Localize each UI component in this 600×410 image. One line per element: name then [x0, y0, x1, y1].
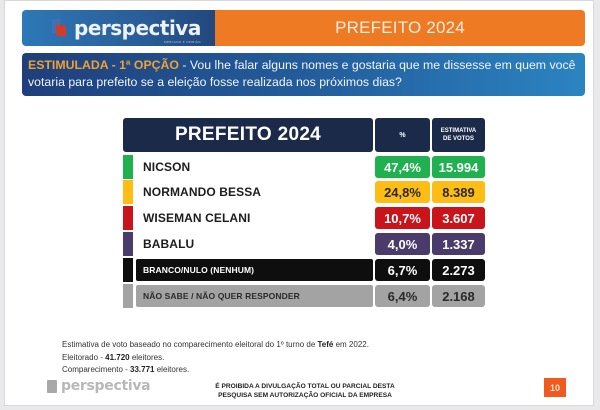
- question-text: - Vou lhe falar alguns nomes e gostaria …: [28, 58, 576, 89]
- column-header-votes-line1: ESTIMATIVA: [440, 128, 477, 134]
- header-bar: perspectiva MERCADO E OPINIÃO PREFEITO 2…: [22, 10, 585, 46]
- eleitorado-label: Eleitorado -: [62, 352, 106, 362]
- note-line-2: Eleitorado - 41.720 eleitores.: [62, 352, 369, 365]
- perspectiva-logo-icon: [47, 379, 57, 393]
- option-bar: BRANCO/NULO (NENHUM): [136, 259, 373, 281]
- city-name: Tefé: [317, 340, 334, 349]
- table-row: NORMANDO BESSA 24,8% 8.389: [123, 180, 485, 204]
- question-banner: ESTIMULADA - 1ª OPÇÃO - Vou lhe falar al…: [22, 53, 585, 96]
- methodology-note: Estimativa de voto baseado no comparecim…: [62, 339, 369, 377]
- votes-cell: 2.273: [432, 259, 485, 281]
- eleitorado-suffix: eleitores.: [129, 352, 165, 362]
- percent-cell: 6,7%: [375, 259, 430, 281]
- page-number: 10: [544, 378, 566, 397]
- candidate-name: BABALU: [143, 237, 195, 251]
- votes-cell: 8.389: [432, 181, 485, 203]
- question-tag: ESTIMULADA - 1ª OPÇÃO: [28, 58, 179, 72]
- note-line-3: Comparecimento - 33.771 eleitores.: [62, 364, 369, 377]
- note-line-1: Estimativa de voto baseado no comparecim…: [62, 339, 369, 352]
- option-bar: NÃO SABE / NÃO QUER RESPONDER: [136, 285, 373, 307]
- brand-logo: perspectiva MERCADO E OPINIÃO: [22, 10, 215, 46]
- brand-text: perspectiva: [74, 16, 201, 40]
- percent-cell: 24,8%: [375, 181, 430, 203]
- comparecimento-label: Comparecimento -: [62, 365, 131, 374]
- column-header-votes: ESTIMATIVA DE VOTOS: [432, 118, 485, 152]
- percent-cell: 4,0%: [375, 233, 430, 255]
- table-row: NICSON 47,4% 15.994: [123, 155, 485, 179]
- table-row: NÃO SABE / NÃO QUER RESPONDER 6,4% 2.168: [123, 284, 485, 308]
- option-name: BRANCO/NULO (NENHUM): [143, 265, 255, 275]
- color-swatch: [123, 258, 133, 282]
- footer-logo: perspectiva: [47, 378, 151, 394]
- disclaimer-line-1: É PROIBIDA A DIVULGAÇÃO TOTAL OU PARCIAL…: [215, 383, 395, 390]
- percent-cell: 10,7%: [375, 207, 430, 229]
- table-row: BRANCO/NULO (NENHUM) 6,7% 2.273: [123, 258, 485, 282]
- color-swatch: [123, 284, 133, 308]
- column-header-percent: %: [375, 118, 430, 152]
- votes-cell: 1.337: [432, 233, 485, 255]
- color-swatch: [123, 180, 133, 204]
- brand-name: perspectiva MERCADO E OPINIÃO: [74, 16, 201, 44]
- candidate-name: NORMANDO BESSA: [143, 185, 262, 199]
- eleitorado-value: 41.720: [105, 352, 130, 362]
- color-swatch: [123, 155, 133, 179]
- slide-page: perspectiva MERCADO E OPINIÃO PREFEITO 2…: [4, 0, 594, 406]
- comparecimento-value: 33.771: [130, 365, 155, 374]
- votes-cell: 2.168: [432, 285, 485, 307]
- disclaimer: É PROIBIDA A DIVULGAÇÃO TOTAL OU PARCIAL…: [205, 382, 405, 400]
- color-swatch: [123, 206, 133, 230]
- note-text: Estimativa de voto baseado no comparecim…: [62, 340, 318, 349]
- disclaimer-line-2: PESQUISA SEM AUTORIZAÇÃO OFICIAL DA EMPR…: [218, 392, 392, 399]
- table-row: WISEMAN CELANI 10,7% 3.607: [123, 206, 485, 230]
- percent-cell: 47,4%: [375, 156, 430, 178]
- candidate-name: WISEMAN CELANI: [143, 211, 251, 225]
- footer-logo-text: perspectiva: [61, 378, 151, 394]
- candidate-name: NICSON: [143, 160, 191, 174]
- page-title: PREFEITO 2024: [215, 10, 585, 46]
- table-title: PREFEITO 2024: [123, 118, 373, 152]
- brand-subtitle: MERCADO E OPINIÃO: [164, 40, 201, 44]
- note-text: em 2022.: [333, 340, 369, 349]
- color-swatch: [123, 232, 133, 256]
- perspectiva-logo-icon: [52, 17, 68, 37]
- votes-cell: 3.607: [432, 207, 485, 229]
- votes-cell: 15.994: [432, 156, 485, 178]
- column-header-votes-line2: DE VOTOS: [443, 136, 474, 142]
- option-name: NÃO SABE / NÃO QUER RESPONDER: [143, 291, 300, 301]
- table-row: BABALU 4,0% 1.337: [123, 232, 485, 256]
- comparecimento-suffix: eleitores.: [154, 365, 190, 374]
- percent-cell: 6,4%: [375, 285, 430, 307]
